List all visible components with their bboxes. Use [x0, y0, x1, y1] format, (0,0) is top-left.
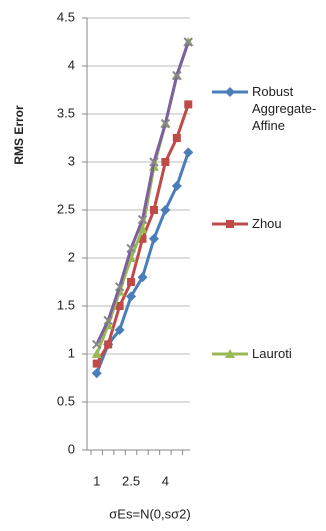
x-tick-label: 2.5 — [122, 473, 140, 488]
marker — [160, 118, 171, 129]
marker — [91, 368, 102, 379]
marker — [161, 158, 170, 166]
y-tick-label: 1 — [68, 345, 75, 360]
marker — [138, 234, 147, 243]
marker — [137, 214, 148, 225]
marker — [172, 134, 181, 142]
y-tick-label: 3 — [68, 153, 75, 168]
y-tick-label: 2.5 — [57, 201, 75, 216]
legend-label: Robust Aggregate-Affine — [252, 84, 317, 133]
marker — [126, 243, 136, 254]
marker — [149, 157, 159, 167]
marker — [103, 315, 113, 326]
y-tick-label: 2 — [68, 249, 75, 264]
marker — [92, 359, 101, 368]
legend-label: Lauroti — [252, 346, 292, 361]
marker — [172, 70, 182, 81]
legend-label: Zhou — [252, 216, 282, 231]
y-tick-label: 4.5 — [57, 9, 75, 24]
marker — [137, 272, 148, 283]
x-tick-label: 1 — [93, 473, 100, 488]
marker — [149, 206, 158, 214]
y-tick-label: 1.5 — [57, 297, 75, 312]
marker — [92, 339, 102, 350]
marker — [148, 233, 159, 244]
x-axis-label: σEs=N(0,sσ2) — [109, 506, 190, 521]
marker — [127, 278, 136, 286]
y-tick-label: 0.5 — [57, 393, 75, 408]
legend-item — [212, 349, 248, 358]
marker — [91, 349, 102, 358]
marker — [184, 100, 193, 109]
marker — [160, 205, 171, 215]
marker — [114, 282, 125, 292]
y-tick-label: 3.5 — [57, 105, 75, 120]
marker — [126, 291, 137, 302]
x-tick-label: 4 — [162, 473, 169, 488]
marker — [115, 302, 124, 310]
marker — [225, 87, 235, 97]
y-tick-label: 0 — [68, 441, 75, 456]
y-axis-label: RMS Error — [12, 105, 26, 165]
marker — [137, 224, 148, 234]
marker — [183, 37, 193, 47]
marker — [225, 349, 235, 358]
marker — [104, 340, 113, 349]
marker — [226, 220, 234, 228]
legend-item — [212, 87, 248, 97]
marker — [171, 181, 182, 191]
marker — [183, 147, 194, 158]
y-tick-label: 4 — [68, 57, 75, 72]
marker — [114, 325, 125, 335]
legend-item — [212, 220, 248, 228]
